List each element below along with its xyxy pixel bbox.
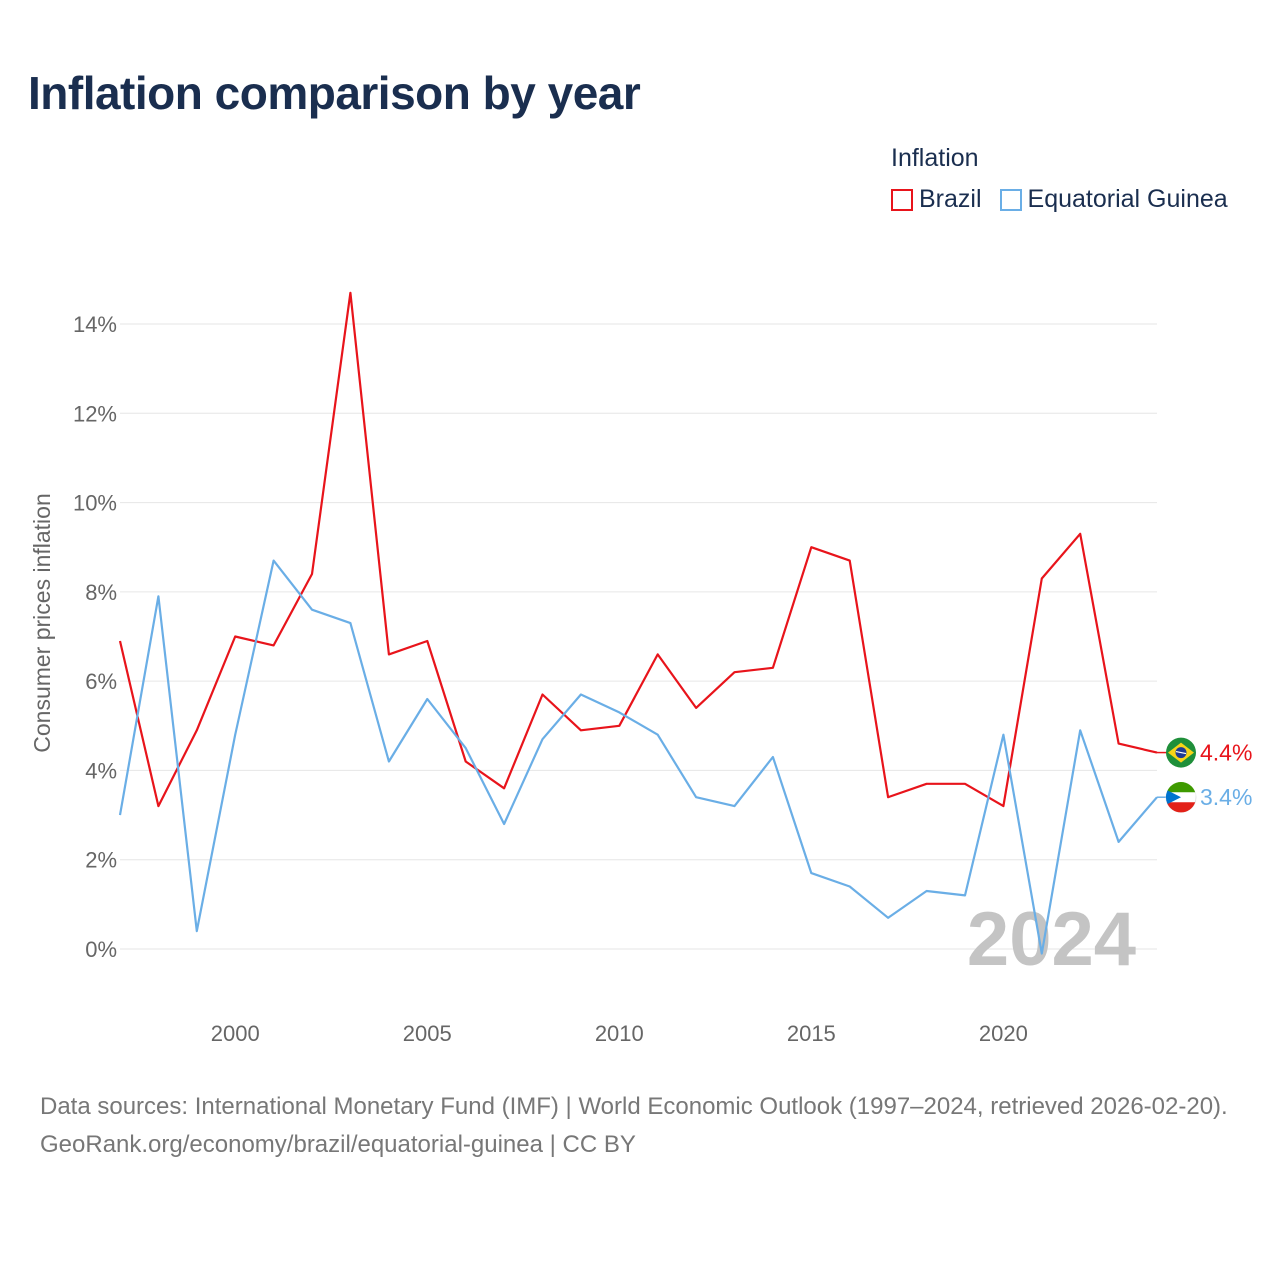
x-tick-label: 2000 [211,1021,260,1046]
end-labels: 4.4% 3.4% [1157,737,1252,813]
flag-green-band [1166,782,1196,793]
legend-item-brazil[interactable]: Brazil [891,185,982,214]
legend: Brazil Equatorial Guinea [891,185,1246,214]
y-tick-label: 0% [85,937,117,962]
data-source-note: Data sources: International Monetary Fun… [40,1093,1228,1120]
current-year-label: 2024 [967,897,1136,982]
y-tick-label: 14% [73,312,117,337]
x-axis-ticks: 2000 2005 2010 2015 2020 [211,1021,1028,1046]
legend-item-equatorial-guinea[interactable]: Equatorial Guinea [999,185,1228,214]
legend-swatch-equatorial-guinea [999,188,1022,211]
y-tick-label: 12% [73,401,117,426]
flag-equatorial-guinea-icon [1165,777,1197,813]
flag-band [1175,750,1187,755]
flag-white-band [1166,777,1196,798]
x-tick-label: 2005 [403,1021,452,1046]
legend-label-equatorial-guinea: Equatorial Guinea [1027,185,1228,213]
grid-lines [120,323,1157,950]
flag-triangle [1165,790,1181,805]
page-title: Inflation comparison by year [28,67,641,119]
legend-swatch-brazil [891,188,913,211]
y-axis-title: Consumer prices inflation [29,493,55,753]
flag-brazil-icon [1166,737,1196,768]
credit-link[interactable]: GeoRank.org/economy/brazil/equatorial-gu… [40,1131,636,1158]
y-tick-label: 8% [85,580,117,605]
y-tick-label: 4% [85,758,117,783]
x-tick-label: 2020 [979,1021,1028,1046]
y-axis-ticks: 0% 2% 4% 6% 8% 10% 12% 14% [73,312,117,962]
end-value-label-equatorial-guinea: 3.4% [1200,784,1252,810]
legend-title: Inflation [891,144,979,172]
legend-label-brazil: Brazil [919,185,982,213]
y-tick-label: 6% [85,669,117,694]
end-value-label-brazil: 4.4% [1200,740,1252,766]
series-lines [118,291,1158,955]
y-tick-label: 2% [85,848,117,873]
flag-red-band [1166,802,1196,813]
y-tick-label: 10% [73,491,117,516]
x-tick-label: 2015 [787,1021,836,1046]
x-tick-label: 2010 [595,1021,644,1046]
line-chart: 0% 2% 4% 6% 8% 10% 12% 14% 2000 2005 2010 2015 2020… [29,291,1252,1046]
footer: Data sources: International Monetary Fun… [40,1088,1250,1164]
series-line-equatorial-guinea[interactable] [118,559,1158,955]
series-line-brazil[interactable] [118,291,1158,808]
